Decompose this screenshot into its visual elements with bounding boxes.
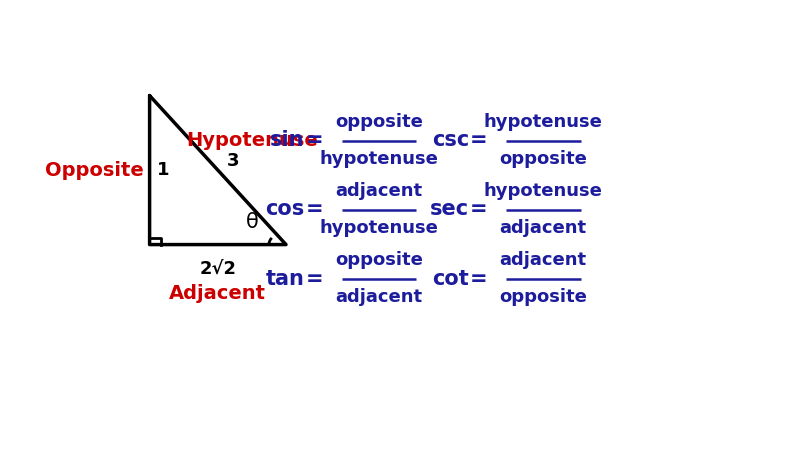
Text: hypotenuse: hypotenuse — [319, 150, 438, 168]
Text: adjacent: adjacent — [500, 219, 587, 237]
Text: hypotenuse: hypotenuse — [484, 112, 602, 130]
Text: θ: θ — [246, 212, 258, 232]
Text: hypotenuse: hypotenuse — [484, 182, 602, 200]
Text: adjacent: adjacent — [335, 288, 422, 306]
Text: Adjacent: Adjacent — [170, 284, 266, 302]
Text: 3: 3 — [227, 153, 239, 171]
Text: cos: cos — [266, 199, 305, 219]
Text: sec: sec — [430, 199, 469, 219]
Text: 2√2: 2√2 — [199, 260, 236, 278]
Text: =: = — [470, 269, 487, 288]
Text: Hypotenuse: Hypotenuse — [186, 131, 318, 150]
Text: opposite: opposite — [335, 251, 423, 269]
Text: =: = — [470, 130, 487, 150]
Text: opposite: opposite — [499, 150, 587, 168]
Text: adjacent: adjacent — [500, 251, 587, 269]
Text: hypotenuse: hypotenuse — [319, 219, 438, 237]
Text: csc: csc — [432, 130, 469, 150]
Text: 1: 1 — [157, 161, 170, 179]
Text: cot: cot — [432, 269, 469, 288]
Text: =: = — [306, 269, 323, 288]
Text: =: = — [470, 199, 487, 219]
Text: =: = — [306, 199, 323, 219]
Text: sin: sin — [270, 130, 305, 150]
Text: adjacent: adjacent — [335, 182, 422, 200]
Text: Opposite: Opposite — [45, 161, 143, 180]
Text: =: = — [306, 130, 323, 150]
Text: tan: tan — [266, 269, 305, 288]
Text: opposite: opposite — [499, 288, 587, 306]
Text: opposite: opposite — [335, 112, 423, 130]
